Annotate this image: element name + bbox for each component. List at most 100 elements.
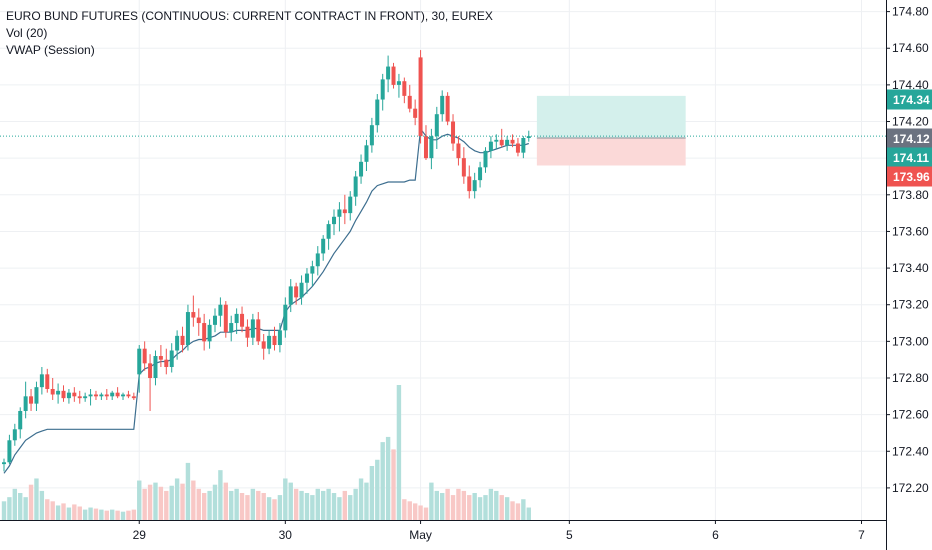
candle — [429, 128, 434, 170]
candle-body — [207, 324, 212, 342]
candle — [434, 106, 439, 149]
volume-bar — [191, 480, 196, 520]
volume-bar — [380, 442, 385, 520]
volume-bar — [277, 495, 283, 520]
candle — [29, 388, 34, 411]
candle — [72, 387, 77, 402]
volume-bar — [126, 510, 131, 520]
candle-body — [240, 313, 245, 327]
vwap-series — [3, 127, 529, 474]
candle-body — [137, 348, 142, 375]
candle — [353, 170, 358, 206]
volume-bar — [456, 488, 461, 520]
candle-body — [304, 273, 309, 283]
candle-body — [494, 139, 499, 142]
candle-body — [158, 356, 163, 360]
candle — [88, 388, 93, 406]
candle — [18, 407, 23, 439]
volume-bar — [429, 482, 434, 520]
candle — [56, 383, 61, 404]
symbol-title[interactable]: EURO BUND FUTURES (CONTINUOUS: CURRENT C… — [6, 9, 493, 23]
candle — [245, 319, 250, 347]
volume-bar — [510, 501, 515, 520]
volume-bar — [234, 488, 239, 520]
volume-bar — [434, 490, 439, 520]
candle-body — [185, 312, 190, 346]
candle — [180, 326, 185, 353]
candle-body — [196, 317, 201, 324]
volume-bar — [72, 504, 77, 520]
price-axis-background — [886, 0, 932, 520]
candle — [218, 297, 223, 327]
volume-bar — [250, 488, 256, 520]
candlestick-series — [2, 50, 531, 472]
volume-bar — [45, 499, 50, 520]
candle — [7, 434, 12, 465]
volume-bar — [1, 501, 7, 520]
candle-body — [56, 390, 61, 395]
candle — [283, 297, 288, 338]
volume-bar — [185, 462, 191, 520]
volume-bar — [153, 482, 158, 520]
candle-body — [391, 66, 396, 85]
candle-body — [472, 180, 477, 192]
candle — [321, 235, 326, 261]
candle-body — [386, 66, 391, 80]
candle — [223, 301, 228, 338]
time-tick-label: 5 — [566, 528, 573, 542]
candle-body — [272, 335, 277, 346]
candle-body — [61, 390, 66, 399]
candle — [342, 194, 347, 225]
candle-body — [326, 224, 331, 239]
price-label-target: 174.34 — [893, 93, 930, 107]
candle-body — [261, 341, 266, 349]
candle — [386, 55, 391, 93]
volume-bar — [477, 497, 483, 520]
candle-body — [110, 392, 115, 397]
price-tick-label: 173.80 — [892, 188, 929, 202]
price-tick-label: 173.00 — [892, 334, 929, 348]
volume-bar — [467, 495, 472, 520]
volume-bar — [261, 493, 266, 520]
volume-bar — [110, 509, 115, 520]
candle — [299, 275, 304, 305]
candle — [256, 312, 261, 346]
volume-bar — [472, 493, 477, 520]
volume-bar — [147, 484, 153, 520]
candle-body — [310, 266, 315, 274]
candle-body — [72, 392, 77, 397]
candle-body — [526, 136, 531, 139]
price-tick-label: 174.20 — [892, 115, 929, 129]
volume-bars — [1, 385, 531, 520]
candle-body — [418, 57, 423, 137]
candle-body — [83, 396, 88, 399]
volume-bar — [142, 488, 147, 520]
volume-bar — [521, 499, 526, 520]
candle-body — [337, 209, 342, 217]
volume-bar — [229, 490, 234, 520]
candle — [50, 378, 55, 400]
volume-bar — [239, 493, 245, 520]
candle — [505, 136, 510, 151]
candle-body — [256, 319, 261, 342]
candle-body — [23, 396, 28, 411]
price-tick-label: 174.60 — [892, 41, 929, 55]
time-axis[interactable]: 29 30 May 5 6 7 — [0, 520, 887, 550]
long-position-tool[interactable] — [536, 95, 686, 166]
candle-body — [288, 286, 293, 305]
candle — [212, 308, 217, 333]
candle — [99, 392, 104, 400]
price-label-entry: 174.11 — [893, 151, 929, 165]
stop-zone — [536, 138, 686, 166]
candle-body — [434, 114, 439, 137]
candle — [121, 392, 126, 400]
price-axis[interactable]: 174.80174.60174.40174.20174.00173.80173.… — [886, 0, 932, 550]
price-label-entry-bg — [887, 147, 932, 168]
candle — [104, 388, 109, 400]
candle-body — [88, 394, 93, 397]
candle-body — [104, 394, 109, 397]
volume-indicator-label[interactable]: Vol (20) — [6, 26, 48, 40]
vwap-indicator-label[interactable]: VWAP (Session) — [6, 43, 95, 57]
volume-bar — [283, 478, 288, 520]
